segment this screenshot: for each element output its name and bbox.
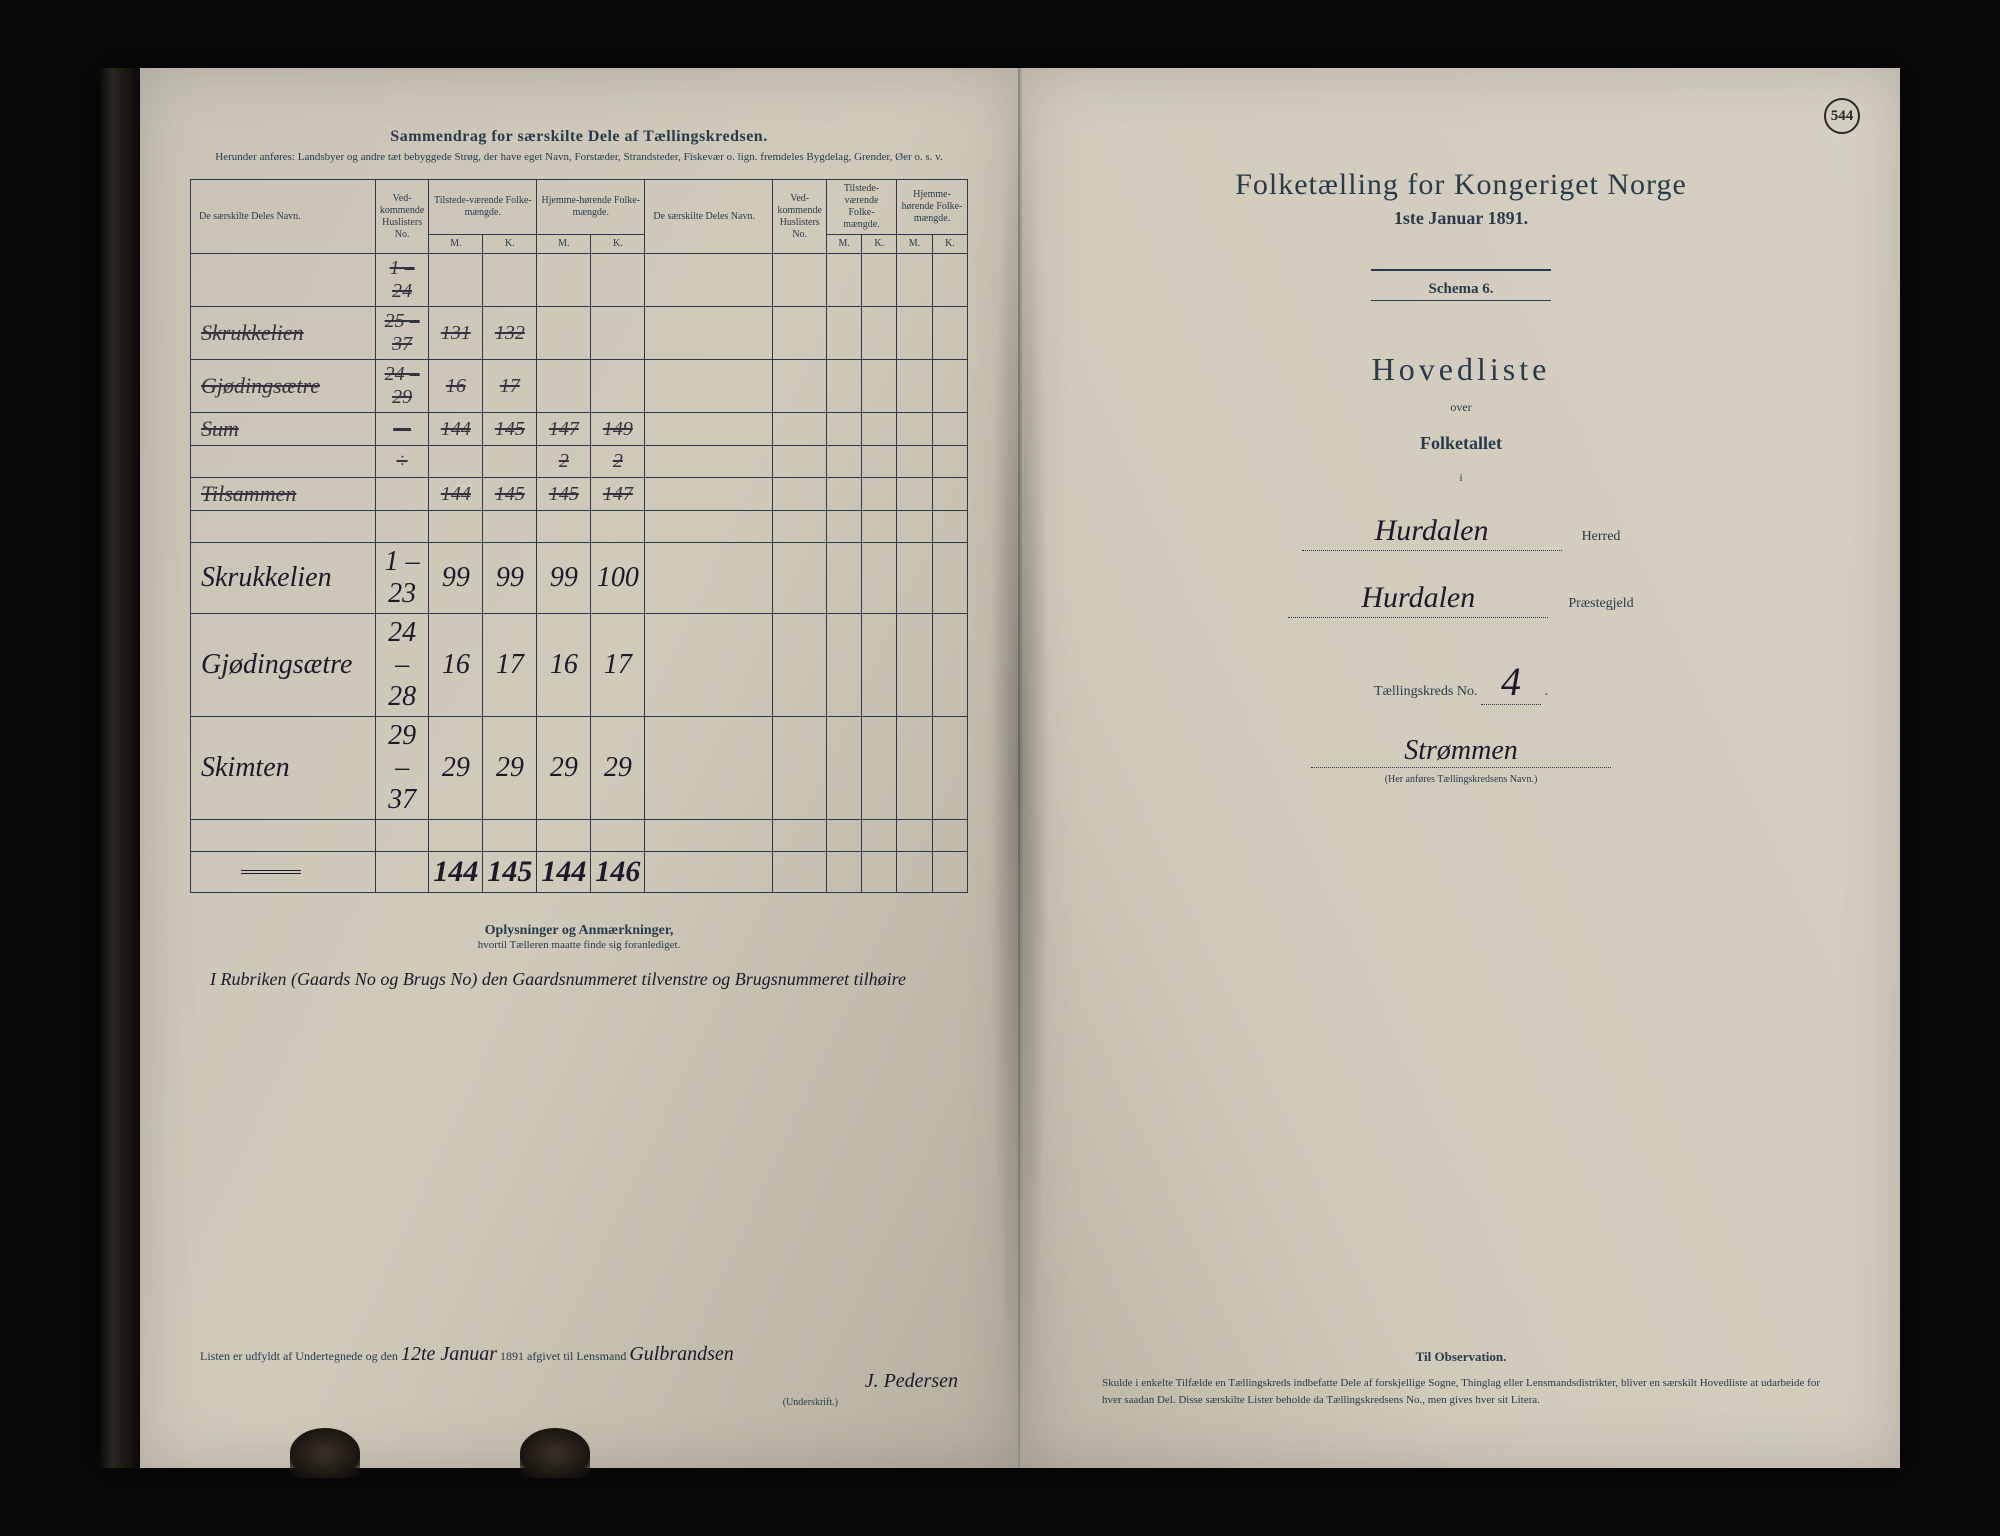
book-spine (100, 68, 140, 1468)
prestegjeld-value: Hurdalen (1288, 581, 1548, 618)
table-row-blank (191, 511, 968, 543)
table-row-struck: Skrukkelien 25 – 37 131 132 (191, 307, 968, 360)
table-row-total: 144 145 144 146 (191, 852, 968, 893)
divider (1371, 269, 1551, 271)
divider (1371, 300, 1551, 301)
herred-label: Herred (1582, 529, 1621, 545)
herred-line: Hurdalen Herred (1072, 514, 1850, 551)
remarks-section: Oplysninger og Anmærkninger, hvortil Tæl… (190, 923, 968, 990)
i-label: i (1072, 472, 1850, 484)
summary-title: Sammendrag for særskilte Dele af Tælling… (190, 128, 968, 146)
kreds-label: Tællingskreds No. (1374, 684, 1477, 699)
table-row-struck: Tilsammen 144 145 145 147 (191, 478, 968, 511)
col-tilstede2: Tilstede-værende Folke-mængde. (826, 180, 896, 235)
remarks-title: Oplysninger og Anmærkninger, (190, 923, 968, 939)
table-row: Skimten 29 – 37 29 29 29 29 (191, 717, 968, 820)
left-footer: Listen er udfyldt af Undertegnede og den… (200, 1343, 958, 1408)
table-row: Skrukkelien 1 – 23 99 99 99 100 (191, 543, 968, 614)
col-huslister: Ved-kommende Huslisters No. (375, 180, 428, 254)
folketallet-label: Folketallet (1072, 433, 1850, 454)
observation-text: Skulde i enkelte Tilfælde en Tællingskre… (1102, 1375, 1820, 1408)
table-row-struck: 1 – 24 (191, 254, 968, 307)
col-k: K. (483, 235, 537, 254)
total-mark (241, 870, 301, 874)
col-m: M. (429, 235, 483, 254)
left-page: Sammendrag for særskilte Dele af Tælling… (140, 68, 1020, 1468)
col-m: M. (897, 235, 933, 254)
col-name1: De særskilte Deles Navn. (191, 180, 376, 254)
prestegjeld-line: Hurdalen Præstegjeld (1072, 581, 1850, 618)
remarks-sub: hvortil Tælleren maatte finde sig foranl… (190, 939, 968, 951)
kreds-number: 4 (1481, 659, 1541, 705)
col-k: K. (591, 235, 645, 254)
summary-table: De særskilte Deles Navn. Ved-kommende Hu… (190, 179, 968, 893)
table-row-struck: Gjødingsætre 24 – 29 16 17 (191, 360, 968, 413)
over-label: over (1072, 400, 1850, 415)
col-m: M. (826, 235, 861, 254)
census-title: Folketælling for Kongeriget Norge (1072, 168, 1850, 202)
footer-text: 1891 afgivet til Lensmand (500, 1349, 626, 1363)
table-row: Gjødingsætre 24 – 28 16 17 16 17 (191, 614, 968, 717)
table-row-blank (191, 820, 968, 852)
footer-sig2: J. Pedersen (865, 1370, 958, 1392)
thumb-shadow (520, 1428, 590, 1478)
footer-date: 12te Januar (401, 1343, 497, 1365)
footer-sig: Gulbrandsen (629, 1343, 733, 1365)
schema-label: Schema 6. (1072, 281, 1850, 298)
col-k: K. (932, 235, 967, 254)
title-page-content: Folketælling for Kongeriget Norge 1ste J… (1072, 128, 1850, 785)
signature-label: (Underskrift.) (200, 1397, 958, 1408)
prestegjeld-label: Præstegjeld (1568, 596, 1633, 612)
book-spread: Sammendrag for særskilte Dele af Tælling… (100, 68, 1900, 1468)
col-tilstede: Tilstede-værende Folke-mængde. (429, 180, 537, 235)
col-huslister2: Ved-kommende Huslisters No. (773, 180, 826, 254)
observation-title: Til Observation. (1102, 1349, 1820, 1365)
left-header: Sammendrag for særskilte Dele af Tælling… (190, 128, 968, 164)
thumb-shadow (290, 1428, 360, 1478)
census-date: 1ste Januar 1891. (1072, 208, 1850, 229)
kreds-name-section: Strømmen (Her anføres Tællingskredsens N… (1072, 735, 1850, 785)
remarks-note: I Rubriken (Gaards No og Brugs No) den G… (190, 969, 968, 990)
col-m: M. (537, 235, 591, 254)
col-hjemme: Hjemme-hørende Folke-mængde. (537, 180, 645, 235)
table-row-struck: ÷ 2 2 (191, 446, 968, 478)
col-hjemme2: Hjemme-hørende Folke-mængde. (897, 180, 968, 235)
table-row-struck: Sum — 144 145 147 149 (191, 413, 968, 446)
herred-value: Hurdalen (1302, 514, 1562, 551)
col-name2: De særskilte Deles Navn. (645, 180, 773, 254)
kreds-name-value: Strømmen (1311, 735, 1611, 768)
right-page: 544 Folketælling for Kongeriget Norge 1s… (1020, 68, 1900, 1468)
observation-section: Til Observation. Skulde i enkelte Tilfæl… (1102, 1349, 1820, 1408)
kreds-line: Tællingskreds No. 4 . (1072, 658, 1850, 705)
hovedliste-title: Hovedliste (1072, 351, 1850, 388)
summary-subtitle: Herunder anføres: Landsbyer og andre tæt… (190, 150, 968, 164)
kreds-name-note: (Her anføres Tællingskredsens Navn.) (1072, 774, 1850, 785)
footer-text: Listen er udfyldt af Undertegnede og den (200, 1349, 398, 1363)
col-k: K. (862, 235, 897, 254)
page-number: 544 (1824, 98, 1860, 134)
